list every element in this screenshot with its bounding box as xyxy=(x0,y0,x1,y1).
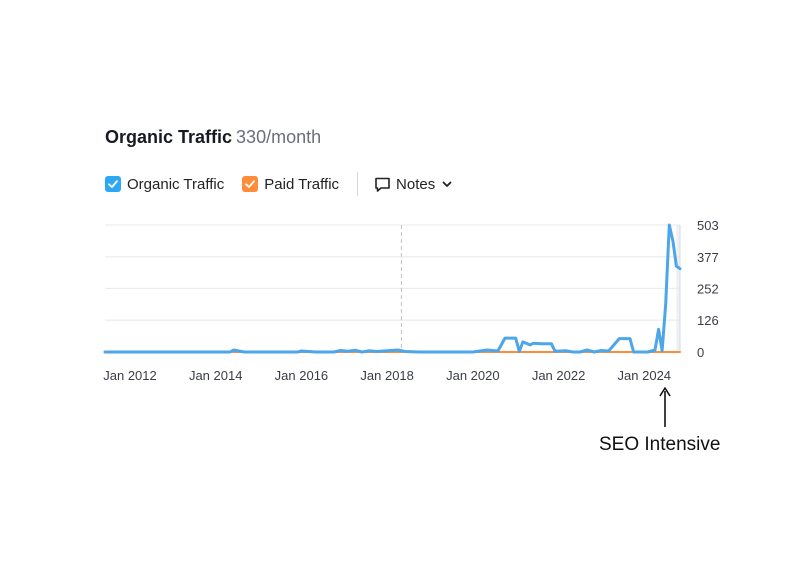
comment-icon xyxy=(374,176,391,193)
y-tick-label: 126 xyxy=(697,313,719,328)
check-icon xyxy=(108,180,118,188)
y-tick-label: 0 xyxy=(697,345,704,360)
check-icon xyxy=(245,180,256,188)
y-tick-label: 252 xyxy=(697,281,719,296)
x-tick-label: Jan 2012 xyxy=(103,368,157,383)
legend-item-organic-traffic[interactable]: Organic Traffic xyxy=(105,176,224,193)
chart-title: Organic Traffic 330/month xyxy=(105,127,321,148)
notes-dropdown[interactable]: Notes xyxy=(374,176,453,193)
checkbox-paid-traffic[interactable] xyxy=(242,176,259,192)
checkbox-organic-traffic[interactable] xyxy=(105,176,121,192)
series-line-organic-traffic xyxy=(103,223,682,354)
title-label: Organic Traffic xyxy=(105,127,233,147)
x-tick-label: Jan 2014 xyxy=(189,368,243,383)
legend-item-paid-traffic[interactable]: Paid Traffic xyxy=(242,176,339,193)
annotation-arrow-icon xyxy=(659,387,671,427)
x-tick-label: Jan 2024 xyxy=(618,368,672,383)
notes-label: Notes xyxy=(396,175,436,193)
legend-divider xyxy=(357,172,359,196)
x-tick-label: Jan 2020 xyxy=(446,368,500,383)
x-tick-label: Jan 2016 xyxy=(275,368,329,383)
legend: Organic Traffic Paid Traffic Notes xyxy=(105,172,453,196)
title-value: 330/month xyxy=(236,127,322,147)
annotation-label: SEO Intensive xyxy=(599,434,721,455)
y-tick-label: 503 xyxy=(697,218,719,233)
legend-label-organic-traffic: Organic Traffic xyxy=(127,175,225,193)
y-tick-label: 377 xyxy=(697,250,719,265)
legend-label-paid-traffic: Paid Traffic xyxy=(264,175,340,193)
x-tick-label: Jan 2018 xyxy=(360,368,414,383)
x-tick-label: Jan 2022 xyxy=(532,368,586,383)
chevron-down-icon xyxy=(441,178,453,190)
